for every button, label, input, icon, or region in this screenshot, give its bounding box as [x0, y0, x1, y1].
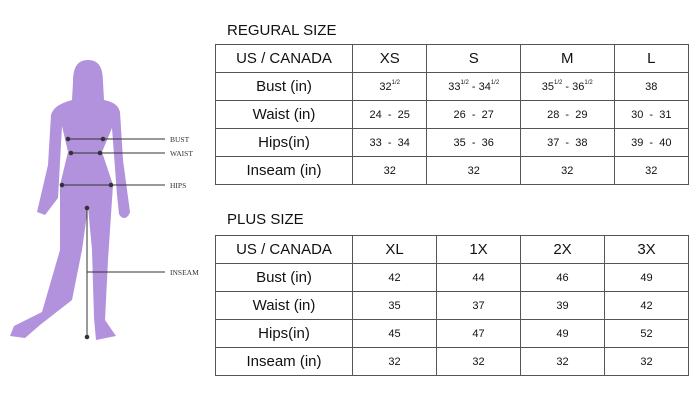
measurement-value: 26 - 27 [426, 100, 521, 129]
table-row: Bust (in) 42 44 46 49 [215, 263, 689, 292]
table-row: Inseam (in) 32 32 32 32 [215, 156, 690, 185]
measurement-value: 35 - 36 [426, 128, 521, 157]
woman-silhouette [10, 60, 130, 340]
measurement-value: 39 [520, 291, 605, 320]
size-header: M [519, 44, 615, 73]
measurement-label: Inseam (in) [215, 347, 353, 376]
measurement-value: 32 [436, 347, 521, 376]
size-header: L [613, 44, 690, 73]
plus-size-title: PLUS SIZE [227, 211, 304, 228]
measurement-value: 32 [426, 156, 521, 185]
size-header: S [426, 44, 521, 73]
size-header: 1X [436, 235, 521, 264]
measurement-label: Bust (in) [215, 263, 353, 292]
size-header: XL [352, 235, 437, 264]
table-row: Inseam (in) 32 32 32 32 [215, 347, 689, 376]
measurement-value: 44 [436, 263, 521, 292]
measurement-value: 42 [604, 291, 689, 320]
regular-size-title: REGURAL SIZE [227, 22, 337, 39]
measurement-label: Waist (in) [215, 291, 353, 320]
measurement-label: Waist (in) [215, 100, 353, 129]
header-row: US / CANADA XS S M L [215, 44, 690, 73]
measurement-value: 42 [352, 263, 437, 292]
measurement-value: 32 [352, 347, 437, 376]
measurement-label: Hips(in) [215, 319, 353, 348]
bust-label: BUST [170, 135, 190, 144]
waist-label: WAIST [170, 149, 193, 158]
measurement-value: 321/2 [351, 72, 428, 101]
body-measurement-figure: BUST WAIST HIPS INSEAM [10, 60, 199, 340]
measurement-value: 331/2 - 341/2 [426, 72, 521, 101]
measurement-value: 28 - 29 [519, 100, 615, 129]
measurement-value: 35 [352, 291, 437, 320]
measurement-label: Hips(in) [215, 128, 353, 157]
measurement-value: 37 - 38 [519, 128, 615, 157]
measurement-value: 351/2 - 361/2 [519, 72, 615, 101]
measurement-value: 32 [351, 156, 428, 185]
header-row: US / CANADA XL 1X 2X 3X [215, 235, 689, 264]
table-row: Waist (in) 24 - 25 26 - 27 28 - 29 30 - 31 [215, 100, 690, 129]
measurement-value: 32 [520, 347, 605, 376]
measurement-value: 52 [604, 319, 689, 348]
size-header: 2X [520, 235, 605, 264]
table-row: Bust (in) 321/2 331/2 - 341/2 351/2 - 361/2… [215, 72, 690, 101]
hips-label: HIPS [170, 181, 186, 190]
table-row: Hips(in) 33 - 34 35 - 36 37 - 38 39 - 40 [215, 128, 690, 157]
region-header: US / CANADA [215, 235, 353, 264]
measurement-value: 32 [519, 156, 615, 185]
table-row: Hips(in) 45 47 49 52 [215, 319, 689, 348]
table-row: Waist (in) 35 37 39 42 [215, 291, 689, 320]
measurement-value: 37 [436, 291, 521, 320]
measurement-value: 38 [613, 72, 690, 101]
measurement-value: 30 - 31 [613, 100, 690, 129]
size-header: 3X [604, 235, 689, 264]
measurement-value: 46 [520, 263, 605, 292]
plus-size-table: US / CANADA XL 1X 2X 3X Bust (in) 42 44 46 49 Wais… [215, 235, 689, 376]
measurement-value: 45 [352, 319, 437, 348]
measurement-label: Bust (in) [215, 72, 353, 101]
measurement-value: 33 - 34 [351, 128, 428, 157]
region-header: US / CANADA [215, 44, 353, 73]
measurement-value: 32 [613, 156, 690, 185]
measurement-value: 49 [604, 263, 689, 292]
measurement-value: 49 [520, 319, 605, 348]
measurement-value: 39 - 40 [613, 128, 690, 157]
measurement-value: 32 [604, 347, 689, 376]
measurement-label: Inseam (in) [215, 156, 353, 185]
measurement-value: 24 - 25 [351, 100, 428, 129]
regular-size-table: US / CANADA XS S M L Bust (in) 321/2 331/2 - 34… [215, 44, 690, 185]
measurement-value: 47 [436, 319, 521, 348]
inseam-label: INSEAM [170, 268, 199, 277]
size-header: XS [351, 44, 428, 73]
